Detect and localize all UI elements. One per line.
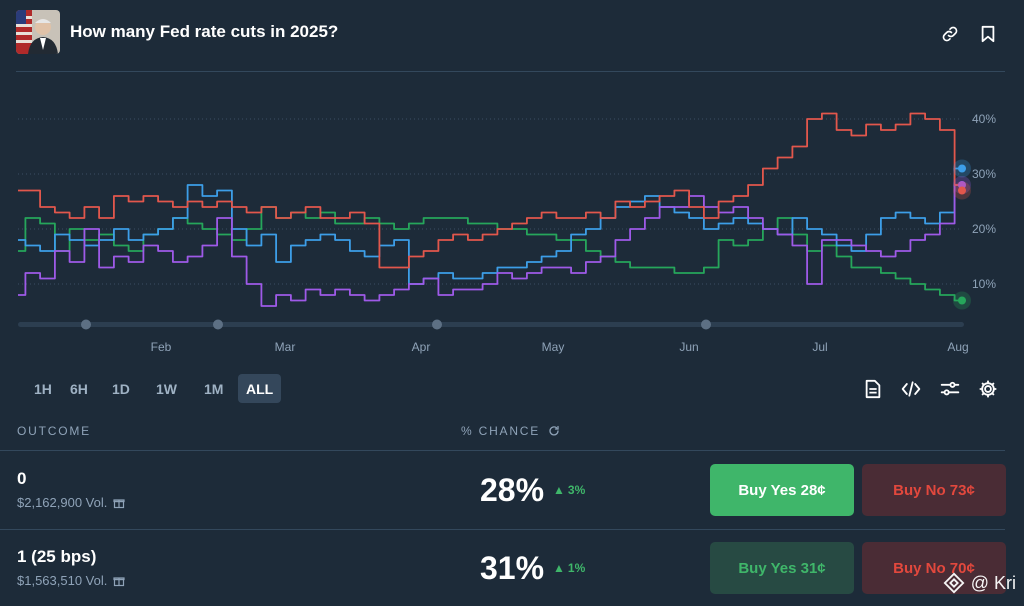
- end-dot: [958, 186, 966, 195]
- timeframe-1m[interactable]: 1M: [204, 380, 224, 397]
- buy-no-button[interactable]: Buy No 73¢: [862, 464, 1006, 516]
- timeline-marker[interactable]: [213, 319, 223, 330]
- link-icon[interactable]: [940, 24, 960, 44]
- end-dot: [958, 164, 966, 173]
- x-tick-label: Jun: [679, 340, 698, 354]
- timeframe-6h[interactable]: 6H: [70, 380, 88, 397]
- chance-column-header: % CHANCE: [461, 424, 560, 438]
- y-tick-label: 10%: [972, 277, 996, 291]
- buy-no-button[interactable]: Buy No 70¢: [862, 542, 1006, 594]
- end-dot: [958, 181, 966, 189]
- outcome-change-value: 1%: [567, 561, 586, 575]
- y-tick-label: 20%: [972, 222, 996, 236]
- chance-column-label: % CHANCE: [461, 424, 541, 438]
- buy-yes-button[interactable]: Buy Yes 28¢: [710, 464, 854, 516]
- timeframe-1h[interactable]: 1H: [34, 380, 52, 397]
- outcome-name: 1 (25 bps): [17, 547, 97, 566]
- table-divider: [0, 450, 1005, 451]
- timeframe-all[interactable]: ALL: [238, 374, 282, 403]
- watermark-text: @ Kri: [970, 572, 1016, 593]
- buy-yes-button[interactable]: Buy Yes 31¢: [710, 542, 854, 594]
- refresh-icon[interactable]: [548, 425, 560, 437]
- outcome-volume: $2,162,900 Vol.: [17, 495, 125, 510]
- outcome-volume-value: $1,563,510 Vol.: [17, 573, 108, 588]
- timeline-marker[interactable]: [432, 319, 442, 330]
- outcome-name: 0: [17, 469, 27, 488]
- price-chart: 10% 20% 30% 40% Feb Mar Apr May Jun Jul Aug: [18, 112, 996, 354]
- outcome-volume: $1,563,510 Vol.: [17, 573, 125, 588]
- series-line-3: [18, 112, 962, 269]
- timeframe-1w[interactable]: 1W: [156, 380, 177, 397]
- gift-icon: [113, 497, 125, 509]
- market-avatar: [16, 10, 60, 54]
- x-tick-label: Feb: [151, 340, 172, 354]
- bookmark-icon[interactable]: [978, 24, 998, 44]
- document-icon[interactable]: [862, 378, 884, 400]
- outcome-change: ▲ 1%: [553, 561, 585, 575]
- x-tick-label: Jul: [812, 340, 827, 354]
- timeline-marker[interactable]: [701, 319, 711, 330]
- header-divider: [16, 71, 1005, 72]
- row-divider: [0, 529, 1005, 530]
- series-line-1-25-bps-: [18, 167, 962, 285]
- chart-timeline-track: [18, 322, 964, 327]
- y-tick-label: 40%: [972, 112, 996, 126]
- outcome-change: ▲ 3%: [553, 483, 585, 497]
- diamond-logo-icon: [943, 572, 965, 594]
- table-row[interactable]: 0 $2,162,900 Vol. 28% ▲ 3% Buy Yes 28¢ B…: [0, 451, 1024, 529]
- sliders-icon[interactable]: [939, 378, 961, 400]
- outcome-change-value: 3%: [567, 483, 586, 497]
- timeframe-1d[interactable]: 1D: [112, 380, 130, 397]
- up-triangle-icon: ▲: [553, 561, 565, 575]
- x-tick-label: Apr: [412, 340, 431, 354]
- end-dot: [958, 296, 966, 305]
- outcome-chance: 31%: [480, 550, 545, 586]
- x-tick-label: May: [542, 340, 565, 354]
- series-line-2: [18, 206, 962, 302]
- up-triangle-icon: ▲: [553, 483, 565, 497]
- outcome-chance: 28%: [480, 472, 545, 508]
- x-tick-label: Aug: [947, 340, 968, 354]
- y-tick-label: 30%: [972, 167, 996, 181]
- watermark: @ Kri: [943, 572, 1016, 594]
- timeline-marker[interactable]: [81, 319, 91, 330]
- outcome-volume-value: $2,162,900 Vol.: [17, 495, 108, 510]
- code-icon[interactable]: [900, 378, 922, 400]
- series-line-0: [18, 184, 962, 307]
- gift-icon: [113, 575, 125, 587]
- table-row[interactable]: 1 (25 bps) $1,563,510 Vol. 31% ▲ 1% Buy …: [0, 530, 1024, 606]
- x-tick-label: Mar: [275, 340, 296, 354]
- outcome-column-header: OUTCOME: [17, 424, 91, 438]
- gear-icon[interactable]: [977, 378, 999, 400]
- market-title: How many Fed rate cuts in 2025?: [70, 22, 339, 41]
